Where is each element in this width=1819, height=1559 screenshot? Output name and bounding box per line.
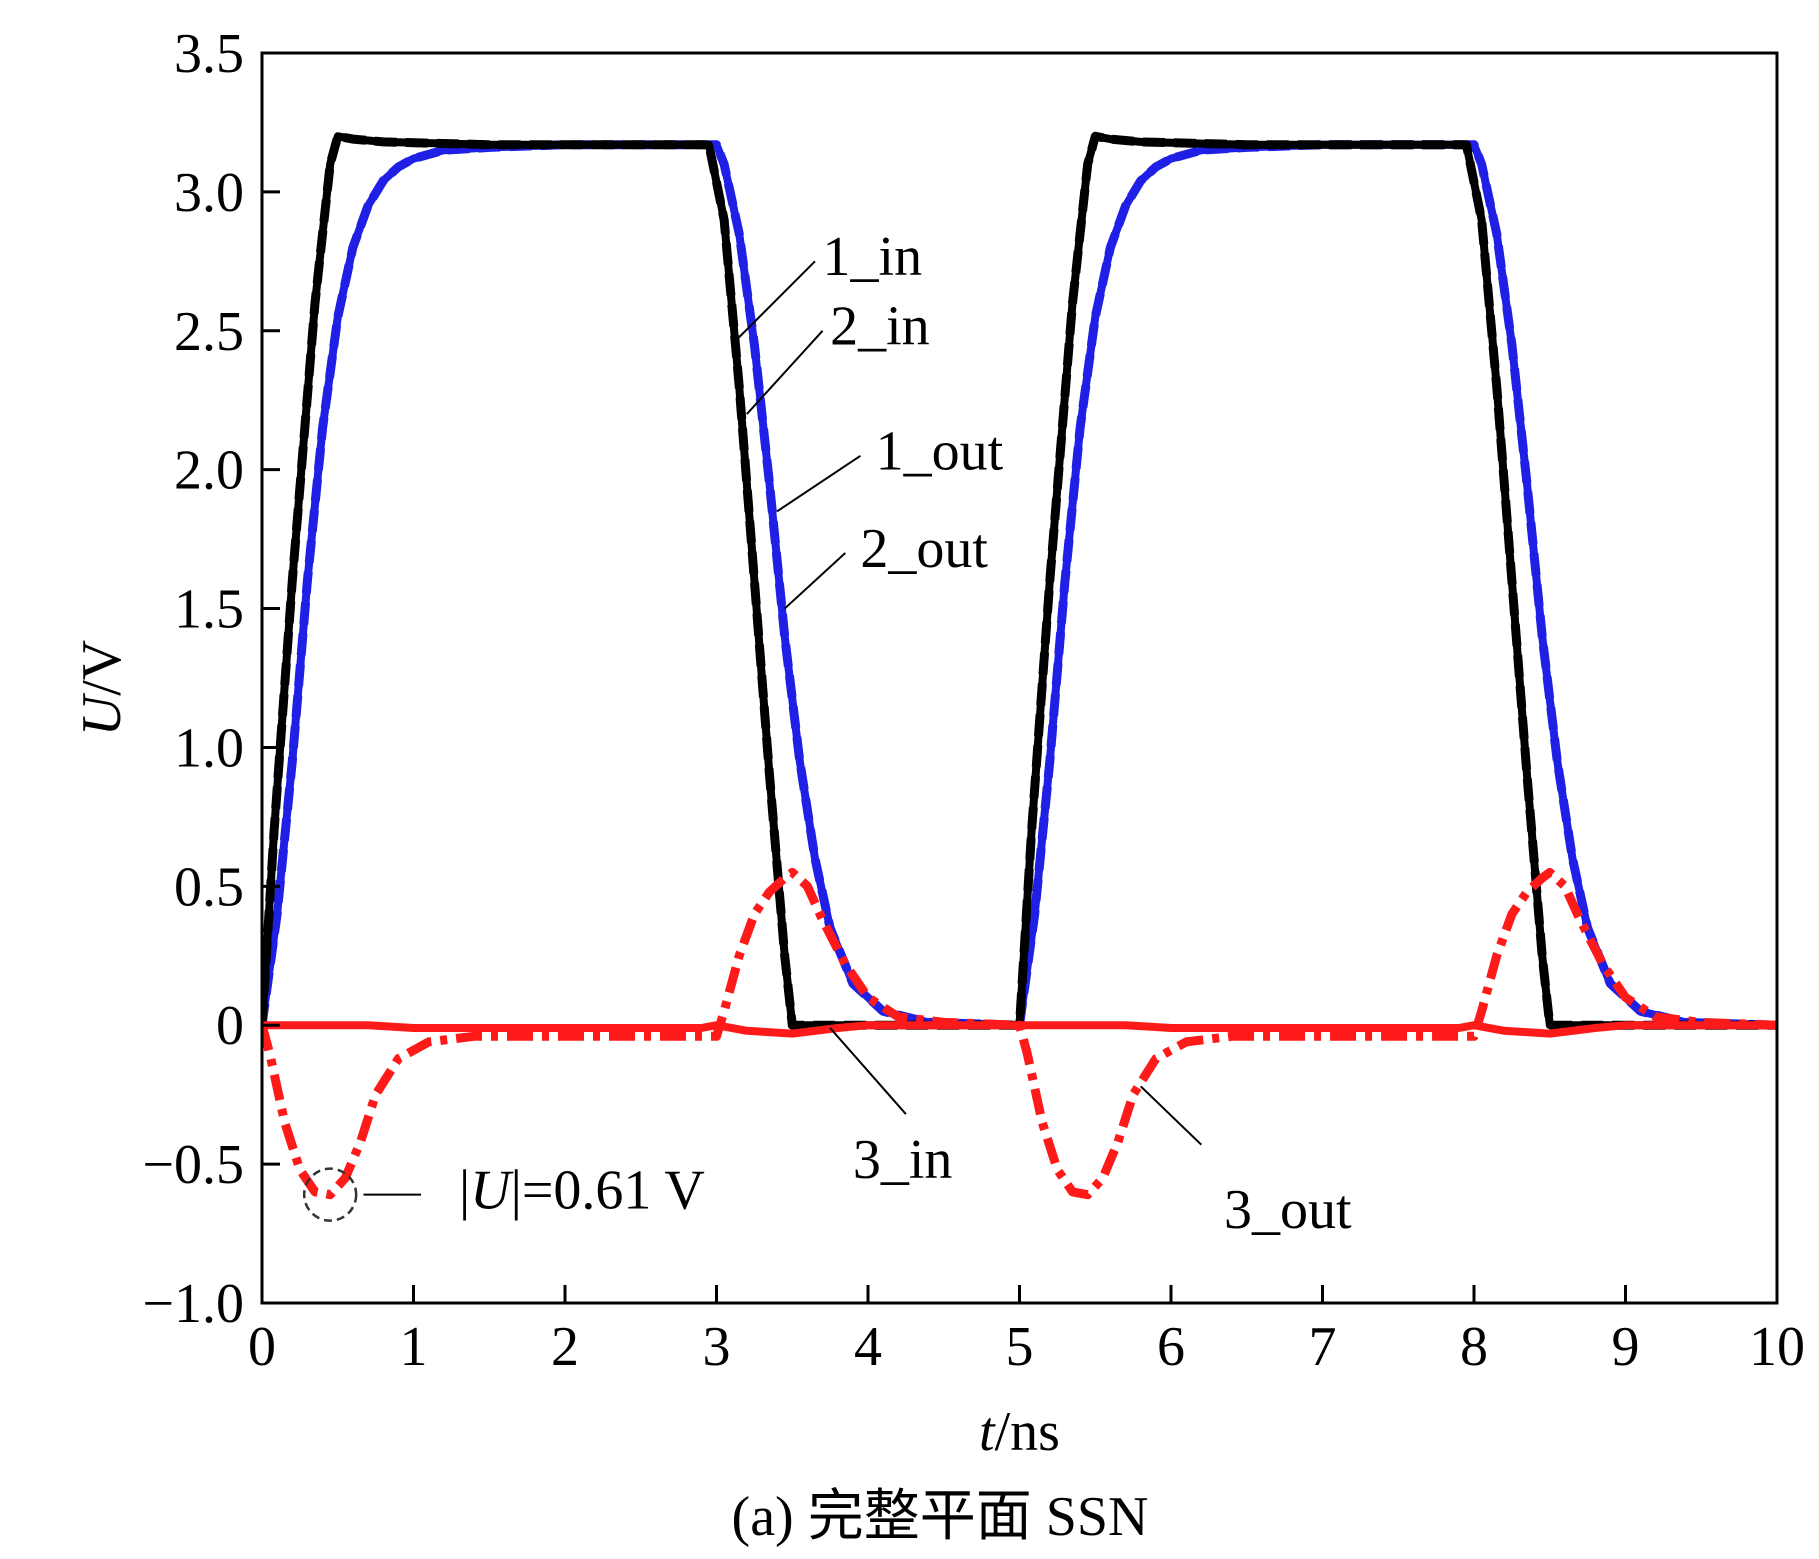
y-tick-label: 3.0 [174, 162, 244, 224]
series-line-1-in [262, 132, 1777, 1030]
axes: 0 1 2 3 4 5 6 7 8 9 10 −1.0 −0.5 0 0.5 1.0 1.5 2.0 2.5 3.0 3… [142, 23, 1805, 1378]
y-tick-label: 1.0 [174, 717, 244, 779]
x-tick-label: 5 [1006, 1316, 1034, 1378]
y-tick-label: 3.5 [174, 23, 244, 85]
series-line-2-in [262, 131, 1777, 1030]
y-tick-label: 1.5 [174, 579, 244, 641]
leader-line-3-out [1140, 1085, 1202, 1146]
y-tick-label: −1.0 [142, 1273, 244, 1335]
x-tick-label: 0 [248, 1316, 276, 1378]
peak-annotation-prefix: | [459, 1160, 470, 1222]
x-tick-label: 9 [1612, 1316, 1640, 1378]
x-tick-label: 10 [1749, 1316, 1805, 1378]
leader-line-1-out [776, 454, 861, 513]
y-axis-var: U [71, 692, 133, 736]
x-tick-label: 2 [551, 1316, 579, 1378]
y-tick-label: 2.0 [174, 440, 244, 502]
series-label-3-in: 3_in [853, 1129, 953, 1191]
labels-group: 1_in 2_in 1_out 2_out 3_in 3_out |U|=0.61 V [302, 226, 1352, 1241]
figure-caption: (a) 完整平面 SSN [732, 1486, 1149, 1548]
x-axis-title: t/ns [979, 1401, 1060, 1463]
y-tick-label: 0.5 [174, 856, 244, 918]
y-tick-label: 2.5 [174, 301, 244, 363]
series-line-3-in [262, 1021, 1777, 1038]
x-tick-label: 3 [703, 1316, 731, 1378]
y-axis-title: U/V [71, 640, 133, 736]
series-label-2-in: 2_in [830, 296, 930, 358]
series-label-3-out: 3_out [1224, 1179, 1352, 1241]
peak-annotation-var: U [470, 1160, 514, 1222]
leader-line-1-in [730, 260, 816, 346]
leader-line-3-in [829, 1027, 907, 1115]
series-line-1-out [262, 140, 1777, 1030]
series-label-2-out: 2_out [860, 518, 988, 580]
leader-line-2-in [746, 330, 824, 415]
peak-annotation-suffix: |=0.61 V [511, 1160, 705, 1222]
x-axis-var: t [979, 1401, 996, 1463]
y-tick-label: −0.5 [142, 1134, 244, 1196]
leader-line-2-out [783, 552, 846, 610]
x-tick-label: 4 [854, 1316, 882, 1378]
peak-annotation: |U|=0.61 V [459, 1160, 705, 1222]
x-tick-label: 6 [1157, 1316, 1185, 1378]
x-axis-unit: /ns [995, 1401, 1060, 1463]
x-tick-label: 1 [400, 1316, 428, 1378]
y-tick-label: 0 [216, 995, 244, 1057]
peak-marker-circle [302, 1167, 358, 1222]
series-label-1-in: 1_in [823, 226, 923, 288]
series-label-1-out: 1_out [876, 421, 1004, 483]
y-axis-unit: /V [71, 640, 133, 696]
series-line-2-out [262, 140, 1777, 1030]
x-tick-label: 8 [1460, 1316, 1488, 1378]
series-group [262, 131, 1777, 1200]
x-tick-label: 7 [1309, 1316, 1337, 1378]
